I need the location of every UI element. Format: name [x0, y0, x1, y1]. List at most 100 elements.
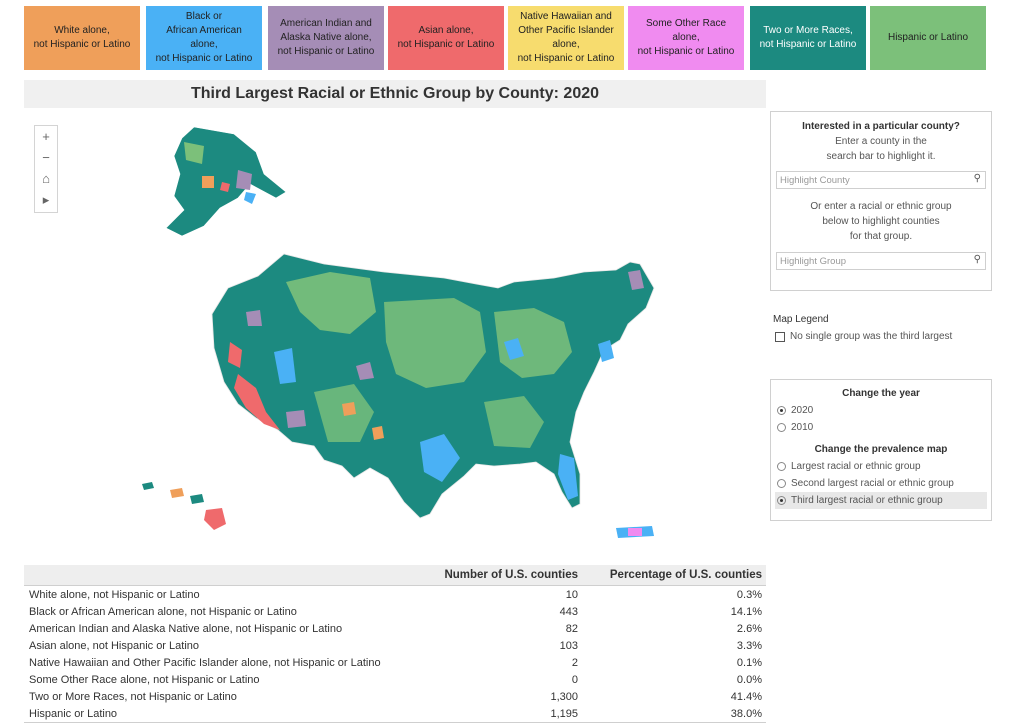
play-icon[interactable]: ▸	[42, 191, 50, 207]
region-black-nevada	[274, 348, 296, 384]
radio-prevalence-third[interactable]: Third largest racial or ethnic group	[775, 492, 987, 509]
year-2010-label: 2010	[791, 422, 814, 433]
year-2020-label: 2020	[791, 405, 814, 416]
table-row: American Indian and Alaska Native alone,…	[24, 620, 766, 637]
radio-prevalence-largest[interactable]: Largest racial or ethnic group	[771, 458, 991, 475]
table-row: Some Other Race alone, not Hispanic or L…	[24, 671, 766, 688]
region-black-texas	[420, 434, 460, 482]
year-prevalence-panel: Change the year 2020 2010 Change the pre…	[770, 379, 992, 521]
table-row: Native Hawaiian and Other Pacific Island…	[24, 654, 766, 671]
hawaii-island-2	[170, 488, 184, 498]
county-map[interactable]	[24, 112, 766, 552]
region-asian-california	[234, 374, 280, 430]
table-row: Hispanic or Latino 1,195 38.0%	[24, 705, 766, 723]
map-title-bar: Third Largest Racial or Ethnic Group by …	[24, 80, 766, 108]
table-row: White alone, not Hispanic or Latino 10 0…	[24, 586, 766, 603]
table-row: Black or African American alone, not His…	[24, 603, 766, 620]
row-count: 443	[559, 605, 578, 618]
search-icon[interactable]: ⚲	[973, 254, 981, 265]
legend-tile-two-or-more[interactable]: Two or More Races, not Hispanic or Latin…	[750, 6, 866, 70]
row-percentage: 41.4%	[730, 690, 762, 703]
search-icon[interactable]: ⚲	[973, 173, 981, 184]
region-hispanic-southeast	[484, 396, 544, 448]
header-count: Number of U.S. counties	[444, 569, 578, 581]
radio-prevalence-second[interactable]: Second largest racial or ethnic group	[771, 475, 991, 492]
legend-tile-nhpi[interactable]: Native Hawaiian and Other Pacific Island…	[508, 6, 624, 70]
row-group: Black or African American alone, not His…	[29, 605, 297, 618]
table-row: Two or More Races, not Hispanic or Latin…	[24, 688, 766, 705]
change-year-title: Change the year	[842, 388, 920, 399]
region-aian-maine	[628, 270, 644, 290]
page-title: Third Largest Racial or Ethnic Group by …	[190, 85, 600, 102]
radio-icon[interactable]	[777, 423, 786, 432]
header-percentage: Percentage of U.S. counties	[609, 569, 762, 581]
region-aian-plains	[356, 362, 374, 380]
region-hispanic-east	[494, 308, 572, 378]
row-count: 10	[565, 588, 578, 601]
alaska-region-black	[244, 192, 256, 204]
legend-tile-other[interactable]: Some Other Race alone, not Hispanic or L…	[628, 6, 744, 70]
row-percentage: 0.3%	[736, 588, 762, 601]
highlight-county-input[interactable]: Highlight County ⚲	[776, 171, 986, 189]
county-count-table: Number of U.S. counties Percentage of U.…	[24, 565, 766, 723]
header-group	[24, 565, 418, 585]
row-group: Native Hawaiian and Other Pacific Island…	[29, 656, 381, 669]
region-white-new-mexico	[342, 402, 356, 416]
table-row: Asian alone, not Hispanic or Latino 103 …	[24, 637, 766, 654]
legend-tile-asian[interactable]: Asian alone, not Hispanic or Latino	[388, 6, 504, 70]
radio-year-2010[interactable]: 2010	[771, 419, 991, 436]
highlight-county-placeholder: Highlight County	[780, 174, 850, 186]
region-white-texas	[372, 426, 384, 440]
radio-icon[interactable]	[777, 462, 786, 471]
region-black-midwest	[504, 338, 524, 360]
row-count: 1,300	[550, 690, 578, 703]
legend-tile-aian[interactable]: American Indian and Alaska Native alone,…	[268, 6, 384, 70]
puerto-rico-region	[628, 528, 642, 536]
row-percentage: 0.0%	[736, 673, 762, 686]
no-single-group-label: No single group was the third largest	[790, 331, 953, 342]
row-percentage: 0.1%	[736, 656, 762, 669]
region-hispanic-central	[384, 298, 486, 388]
prevalence-largest-label: Largest racial or ethnic group	[791, 461, 921, 472]
alaska-region-aian	[236, 170, 252, 190]
search-panel-title: Interested in a particular county?	[802, 121, 960, 132]
county-instructions: Enter a county in the search bar to high…	[826, 136, 936, 162]
region-asian-bay-area	[228, 342, 242, 368]
hawaii-island-1	[142, 482, 154, 490]
highlight-group-input[interactable]: Highlight Group ⚲	[776, 252, 986, 270]
row-percentage: 38.0%	[730, 707, 762, 720]
row-group: Hispanic or Latino	[29, 707, 118, 720]
group-legend-tiles: White alone, not Hispanic or Latino Blac…	[24, 6, 988, 72]
radio-selected-icon[interactable]	[777, 496, 786, 505]
row-count: 0	[571, 673, 578, 686]
legend-tile-hispanic[interactable]: Hispanic or Latino	[870, 6, 986, 70]
search-panel: Interested in a particular county? Enter…	[770, 111, 992, 291]
highlight-group-placeholder: Highlight Group	[780, 255, 847, 267]
zoom-out-button[interactable]: −	[42, 150, 50, 165]
row-percentage: 14.1%	[730, 605, 762, 618]
alaska-shape	[165, 126, 287, 237]
home-icon[interactable]: ⌂	[42, 171, 50, 186]
row-group: White alone, not Hispanic or Latino	[29, 588, 200, 601]
change-prevalence-title: Change the prevalence map	[814, 444, 948, 455]
zoom-in-button[interactable]: +	[42, 129, 50, 144]
radio-selected-icon[interactable]	[777, 406, 786, 415]
region-hispanic-north	[286, 272, 376, 334]
us-map-svg[interactable]	[24, 112, 766, 552]
prevalence-third-label: Third largest racial or ethnic group	[791, 495, 943, 506]
row-count: 1,195	[550, 707, 578, 720]
radio-year-2020[interactable]: 2020	[771, 402, 991, 419]
no-single-group-legend[interactable]: No single group was the third largest	[775, 331, 952, 342]
checkbox-icon[interactable]	[775, 331, 785, 342]
alaska-region-asian	[220, 182, 230, 192]
alaska-region-white	[202, 176, 214, 188]
map-toolbar: + − ⌂ ▸	[34, 125, 58, 213]
group-instructions: Or enter a racial or ethnic group below …	[810, 201, 952, 242]
region-black-northeast	[598, 340, 614, 362]
legend-tile-black[interactable]: Black or African American alone, not His…	[146, 6, 262, 70]
legend-tile-white[interactable]: White alone, not Hispanic or Latino	[24, 6, 140, 70]
prevalence-second-label: Second largest racial or ethnic group	[791, 478, 954, 489]
radio-icon[interactable]	[777, 479, 786, 488]
row-group: Two or More Races, not Hispanic or Latin…	[29, 690, 237, 703]
row-count: 2	[571, 656, 578, 669]
